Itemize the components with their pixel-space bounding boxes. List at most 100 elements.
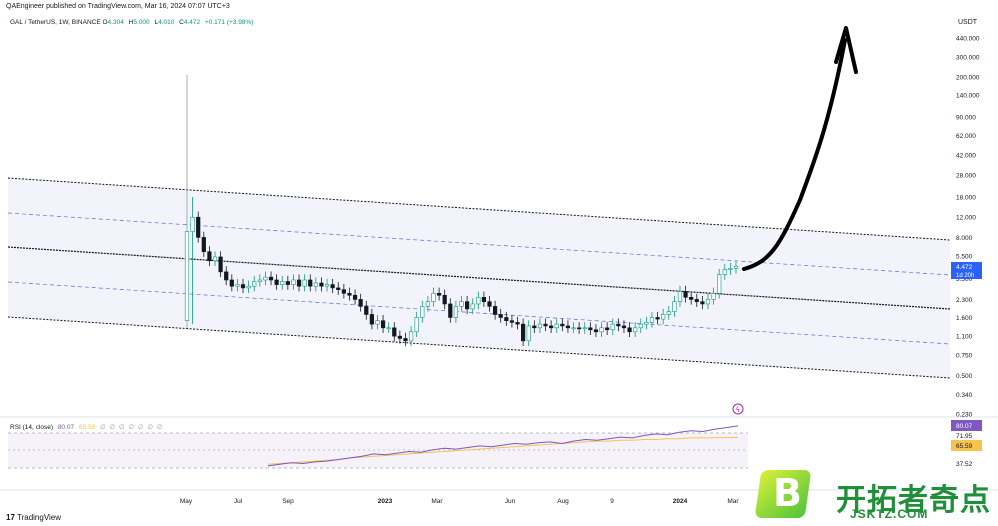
symbol-name[interactable]: GAL / TetherUS, 1W, BINANCE	[10, 19, 101, 26]
time-axis[interactable]: May Jul Sep 2023 Mar Jun Aug 9 2024 Mar	[180, 498, 740, 505]
candle-body	[621, 325, 627, 329]
channel-middle-line[interactable]	[7, 246, 951, 310]
price-tick-7: 28.000	[956, 173, 976, 180]
candles-group	[184, 74, 739, 347]
candle-body	[532, 325, 537, 329]
candle-body	[420, 306, 425, 318]
low-value: 4.010	[158, 19, 175, 26]
price-tick-2: 200.000	[956, 75, 980, 82]
price-tick-1: 300.000	[956, 55, 980, 62]
channel-mid-dashed-upper[interactable]	[7, 212, 951, 276]
candle-body	[352, 294, 358, 300]
candle-body	[358, 299, 363, 307]
candle-body	[638, 323, 643, 329]
candle-body	[386, 327, 391, 330]
candle-body	[476, 297, 481, 305]
candle-body	[291, 279, 296, 285]
candle-body	[347, 293, 352, 296]
candle-body	[212, 256, 218, 262]
rsi-legend: RSI (14, close) 80.07 65.59 ∅ ∅ ∅ ∅ ∅ ∅ …	[10, 423, 163, 431]
candle-body	[728, 267, 733, 270]
candle-body	[280, 281, 285, 285]
candle-body	[605, 327, 610, 331]
time-tick-6: Aug	[557, 498, 569, 505]
currency-label[interactable]: USDT	[958, 19, 978, 26]
candle-body	[588, 327, 593, 331]
rsi-value: 80.07	[57, 424, 75, 431]
candle-body	[666, 311, 671, 315]
candle-body	[515, 322, 520, 325]
candle-body	[493, 306, 498, 315]
channel-mid-dashed-lower[interactable]	[7, 281, 951, 345]
time-tick-1: Jul	[234, 498, 243, 505]
candle-body	[263, 276, 268, 281]
candle-body	[689, 297, 694, 300]
candle-body	[207, 251, 212, 262]
candle-body	[554, 323, 559, 329]
candle-body	[700, 301, 705, 305]
price-tick-11: 5.500	[956, 254, 973, 261]
candle-body	[655, 317, 660, 320]
candle-body	[627, 327, 632, 333]
watermark-url: JSKTZ.COM	[850, 507, 929, 521]
candle-body	[465, 301, 470, 310]
price-tick-4: 90.000	[956, 114, 976, 121]
candle-body	[201, 237, 206, 253]
candle-body	[448, 303, 453, 318]
price-tick-8: 18.000	[956, 195, 976, 202]
candle-body	[380, 320, 386, 329]
candle-body	[364, 306, 369, 315]
candle-body	[392, 327, 397, 337]
candle-body	[246, 285, 251, 289]
high-value: 5.000	[133, 19, 150, 26]
rsi-badge: 80.07	[956, 423, 973, 430]
price-axis[interactable]: 440.000 300.000 200.000 140.000 90.000 62.000…	[956, 36, 980, 419]
countdown-value: 1d 20h	[956, 273, 974, 279]
candle-body	[717, 274, 722, 294]
candle-body	[599, 327, 604, 333]
symbol-legend: GAL / TetherUS, 1W, BINANCE O4.304 H5.00…	[10, 19, 253, 26]
candle-body	[336, 287, 341, 290]
candle-body	[274, 279, 279, 285]
candle-body	[308, 279, 313, 287]
candle-body	[268, 276, 274, 281]
candle-body	[190, 216, 195, 232]
candle-body	[593, 329, 599, 333]
high-label: H	[128, 19, 134, 26]
candle-body	[481, 297, 487, 302]
time-tick-8: 2024	[673, 498, 688, 505]
time-tick-4: Mar	[431, 498, 443, 505]
alert-icon-glyph: ϟ	[736, 406, 741, 414]
candle-body	[285, 281, 290, 285]
candle-body	[319, 282, 324, 287]
candle-body	[661, 314, 666, 320]
candle-body	[487, 301, 492, 307]
hand-drawn-arrow	[742, 38, 847, 271]
candle-body	[436, 293, 442, 296]
candle-body	[414, 317, 419, 333]
rsi-tick-lower: 37.52	[956, 461, 973, 468]
close-label: C	[179, 19, 184, 26]
price-tick-16: 0.750	[956, 353, 973, 360]
alert-icon[interactable]	[732, 403, 744, 415]
price-tick-12: 3.500	[956, 276, 973, 283]
rsi-label[interactable]: RSI (14, close)	[10, 424, 53, 431]
candle-body	[184, 231, 190, 321]
change-value: +0.171 (+3.98%)	[204, 19, 254, 26]
tradingview-logo[interactable]: 17 TradingView	[6, 513, 61, 522]
rsi-line[interactable]	[267, 425, 739, 467]
price-tick-13: 2.300	[956, 297, 973, 304]
candle-body	[442, 294, 447, 305]
candle-body	[252, 281, 257, 287]
candle-body	[403, 338, 408, 342]
candle-body	[498, 314, 503, 318]
candle-body	[616, 323, 621, 327]
candle-body	[375, 320, 380, 325]
time-tick-2: Sep	[282, 498, 294, 505]
price-tick-3: 140.000	[956, 92, 980, 99]
tradingview-brand: TradingView	[16, 513, 62, 522]
candle-body	[543, 323, 548, 327]
rsi-badge-bg	[951, 420, 982, 431]
price-tick-15: 1.100	[956, 334, 973, 341]
